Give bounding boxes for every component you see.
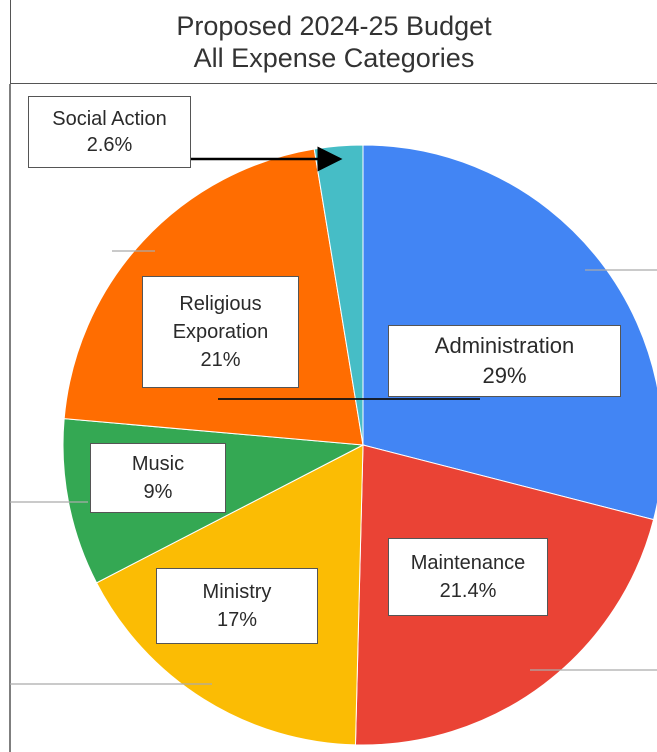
- slice-value-ministry: 17%: [216, 609, 258, 631]
- slice-value-maintenance: 21.4%: [439, 580, 497, 602]
- slice-name-maintenance: Maintenance: [410, 552, 526, 574]
- slice-label-social-action: Social Action 2.6%: [28, 96, 191, 168]
- slice-name-music: Music: [131, 453, 185, 475]
- leader-lines: [10, 146, 657, 685]
- slice-label-maintenance: Maintenance 21.4%: [388, 538, 548, 616]
- slice-name-administration: Administration: [434, 333, 575, 358]
- slice-name-social-action: Social Action: [52, 108, 167, 130]
- chart-subtitle: All Expense Categories: [193, 43, 475, 73]
- slice-label-religious-exporation: Religious Exporation 21%: [142, 276, 299, 388]
- slice-label-ministry: Ministry 17%: [156, 568, 318, 644]
- slice-value-social-action: 2.6%: [86, 134, 133, 156]
- slice-label-administration: Administration 29%: [388, 325, 621, 397]
- slice-value-religious-exporation: 21%: [200, 349, 241, 371]
- slice-name-religious-exporation: Religious Exporation: [172, 293, 269, 343]
- slice-name-ministry: Ministry: [202, 581, 272, 603]
- chart-title-box: Proposed 2024-25 Budget All Expense Cate…: [10, 0, 657, 84]
- chart-title: Proposed 2024-25 Budget: [176, 11, 492, 41]
- slice-value-administration: 29%: [482, 363, 527, 388]
- slice-label-music: Music 9%: [90, 443, 226, 513]
- slice-value-music: 9%: [143, 481, 173, 503]
- pie-slice-social-action: [313, 144, 364, 446]
